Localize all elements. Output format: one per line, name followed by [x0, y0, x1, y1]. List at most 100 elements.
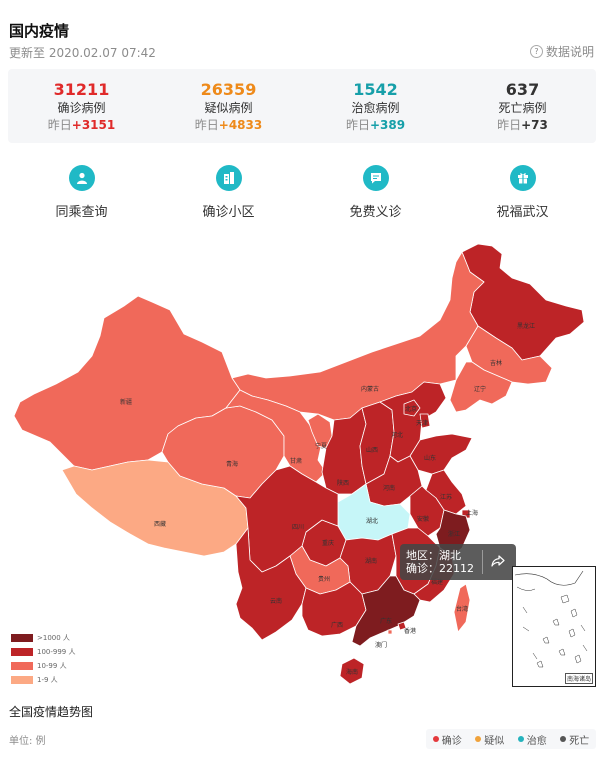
map-label-taiwan: 台湾 [456, 605, 468, 613]
update-time: 更新至 2020.02.07 07:42 [9, 46, 156, 60]
map-label-zhejiang: 浙江 [448, 530, 460, 538]
map-tooltip: 地区：湖北 确诊：22112 [400, 544, 516, 580]
delta-prefix: 昨日 [194, 118, 219, 132]
stat-value: 26359 [200, 80, 257, 99]
map-label-guangxi: 广西 [331, 621, 343, 629]
province-hainan[interactable] [339, 657, 365, 685]
map-label-hubei: 湖北 [366, 517, 378, 525]
map-label-chongqing: 重庆 [322, 539, 334, 547]
stat-suspected: 26359 疑似病例 昨日+4833 [155, 69, 302, 143]
chat-icon [362, 165, 389, 191]
gift-icon [509, 165, 536, 191]
legend-item[interactable]: 10-99 人 [11, 659, 75, 673]
province-tianjin[interactable] [419, 413, 431, 429]
legend-item[interactable]: >1000 人 [11, 631, 75, 645]
stat-value: 1542 [353, 80, 398, 99]
province-qinghai[interactable] [161, 405, 285, 499]
province-guangdong[interactable] [351, 575, 421, 647]
stat-cured: 1542 治愈病例 昨日+389 [302, 69, 449, 143]
map-label-jilin: 吉林 [490, 359, 502, 367]
map-legend: >1000 人 100-999 人 10-99 人 1-9 人 [11, 631, 75, 687]
province-hongkong[interactable] [397, 621, 407, 631]
map-label-guizhou: 贵州 [318, 575, 330, 583]
action-label: 同乘查询 [55, 205, 108, 220]
action-label: 祝福武汉 [496, 205, 549, 220]
legend-label: 治愈 [526, 735, 547, 747]
map-label-xinjiang: 新疆 [120, 398, 132, 406]
map-label-guangdong: 广东 [380, 617, 392, 625]
map-label-hunan: 湖南 [365, 557, 377, 565]
map-label-anhui: 安徽 [417, 515, 429, 523]
legend-swatch [11, 634, 33, 642]
legend-label: 100-999 人 [37, 648, 76, 656]
inset-caption: 南海诸岛 [564, 673, 593, 684]
map-label-neimenggu: 内蒙古 [361, 385, 379, 393]
share-icon[interactable] [490, 553, 506, 572]
data-explain-link[interactable]: ? 数据说明 [529, 43, 594, 60]
map-label-henan: 河南 [383, 484, 395, 492]
legend-dot [560, 736, 567, 742]
map-label-xizang: 西藏 [154, 520, 166, 528]
legend-label: >1000 人 [37, 634, 70, 642]
action-confirmed-community[interactable]: 确诊小区 [155, 165, 302, 220]
province-beijing[interactable] [403, 399, 421, 417]
stats-panel: 31211 确诊病例 昨日+3151 26359 疑似病例 昨日+4833 15… [8, 69, 596, 143]
legend-item[interactable]: 100-999 人 [11, 645, 75, 659]
delta-value: +4833 [218, 118, 263, 132]
province-taiwan[interactable] [453, 583, 471, 633]
tooltip-divider [482, 550, 483, 574]
map-label-ningxia: 宁夏 [315, 442, 327, 450]
trend-legend-dead[interactable]: 死亡 [560, 732, 589, 747]
inset-islands [514, 570, 588, 668]
legend-swatch [11, 648, 33, 656]
map-label-hainan: 海南 [346, 668, 358, 676]
province-shandong[interactable] [409, 433, 473, 475]
page-title: 国内疫情 [9, 22, 70, 40]
trend-legend-confirmed[interactable]: 确诊 [432, 732, 462, 747]
map-label-qinghai: 青海 [226, 460, 238, 468]
action-trip-query[interactable]: 同乘查询 [8, 165, 155, 220]
province-liaoning[interactable] [449, 361, 513, 413]
legend-swatch [11, 676, 33, 684]
map-label-gansu: 甘肃 [290, 457, 302, 465]
trend-legend-suspected[interactable]: 疑似 [475, 732, 504, 747]
map-label-fujian: 福建 [431, 578, 443, 586]
stat-value: 637 [505, 80, 540, 99]
province-macau[interactable] [387, 629, 393, 635]
stat-label: 治愈病例 [351, 101, 400, 115]
trend-legend-cured[interactable]: 治愈 [517, 732, 547, 747]
stat-delta: 昨日+389 [302, 117, 449, 134]
map-label-tianjin: 天津 [416, 420, 428, 427]
action-label: 免费义诊 [349, 205, 402, 220]
stat-delta: 昨日+3151 [8, 117, 155, 134]
stat-delta: 昨日+73 [449, 117, 596, 134]
map-label-liaoning: 辽宁 [474, 385, 486, 393]
question-icon: ? [529, 45, 543, 58]
legend-label: 疑似 [484, 735, 505, 747]
stat-label: 死亡病例 [498, 101, 547, 115]
trend-legend: 确诊 疑似 治愈 死亡 [426, 729, 596, 749]
map-label-shanxi: 山西 [366, 446, 378, 454]
china-map: 黑龙江 吉林 辽宁 内蒙古 新疆 西藏 青海 甘肃 宁夏 陕西 山西 北京 天津… [13, 243, 585, 685]
delta-value: +389 [369, 118, 406, 132]
data-explain-label: 数据说明 [545, 45, 594, 59]
stat-delta: 昨日+4833 [155, 117, 302, 134]
stat-value: 31211 [53, 80, 110, 99]
building-icon [215, 165, 242, 191]
delta-value: +3151 [71, 118, 116, 132]
legend-item[interactable]: 1-9 人 [11, 673, 75, 687]
tooltip-count: 确诊：22112 [406, 562, 474, 575]
map-label-heilongjiang: 黑龙江 [517, 322, 535, 330]
delta-prefix: 昨日 [345, 118, 370, 132]
stat-confirmed: 31211 确诊病例 昨日+3151 [8, 69, 155, 143]
map-label-shaanxi: 陕西 [337, 479, 349, 487]
map-label-sichuan: 四川 [292, 524, 304, 531]
action-free-consult[interactable]: 免费义诊 [302, 165, 449, 220]
action-bless-wuhan[interactable]: 祝福武汉 [449, 165, 596, 220]
province-yunnan[interactable] [235, 527, 307, 641]
province-neimenggu[interactable] [231, 251, 485, 421]
legend-label: 1-9 人 [37, 676, 58, 684]
delta-prefix: 昨日 [47, 118, 72, 132]
map-label-shandong: 山东 [424, 454, 436, 462]
legend-label: 确诊 [441, 735, 462, 747]
